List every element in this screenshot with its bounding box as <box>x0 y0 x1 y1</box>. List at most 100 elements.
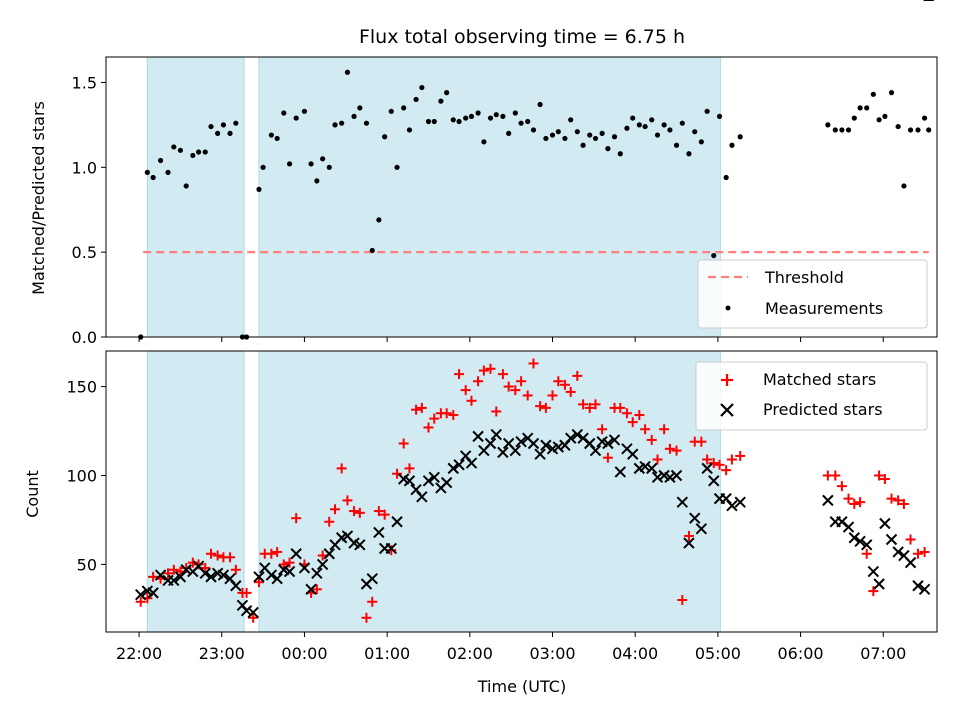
measurement-point <box>729 142 735 148</box>
bottom-shaded-span <box>146 350 245 633</box>
predicted-star-point <box>848 532 861 544</box>
measurement-point <box>857 105 863 111</box>
measurement-point <box>268 132 274 138</box>
matched-star-point <box>454 369 465 380</box>
measurement-point <box>357 105 363 111</box>
matched-star-point <box>266 548 277 559</box>
matched-star-point <box>497 369 508 380</box>
x-tick-label: 01:00 <box>364 644 410 663</box>
measurement-point <box>537 101 543 108</box>
predicted-star-point <box>391 516 403 528</box>
measurement-point <box>301 108 308 114</box>
measurement-point <box>202 149 208 155</box>
top-y-tick-label: 0.0 <box>72 328 97 347</box>
matched-star-point <box>702 454 713 465</box>
measurement-point <box>876 117 882 123</box>
matched-star-point <box>893 495 904 506</box>
predicted-star-point <box>316 558 329 571</box>
matched-star-point <box>535 401 546 412</box>
measurement-point <box>587 132 593 138</box>
measurement-point <box>456 118 462 125</box>
measurement-point <box>487 115 494 121</box>
matched-star-point <box>898 498 909 509</box>
predicted-star-point <box>484 437 497 450</box>
predicted-star-point <box>465 457 478 469</box>
matched-star-point <box>379 509 390 520</box>
top-y-axis-label: Matched/Predicted stars <box>29 101 48 295</box>
bottom-frame <box>105 350 938 633</box>
measurement-point <box>737 134 743 140</box>
measurement-point <box>239 334 246 340</box>
measurement-point <box>574 129 580 135</box>
matched-star-point <box>714 459 725 470</box>
measurement-point <box>401 105 407 111</box>
predicted-star-point <box>664 471 676 483</box>
matched-star-point <box>460 385 471 396</box>
matched-star-point <box>386 545 397 556</box>
top-shaded-span <box>146 56 245 338</box>
matched-star-point <box>373 506 384 517</box>
measurement-point <box>413 96 419 103</box>
measurement-point <box>832 127 838 133</box>
measurement-point <box>649 117 655 123</box>
legend-threshold-label: Threshold <box>764 268 844 287</box>
predicted-star-point <box>608 434 621 446</box>
measurement-point <box>839 127 845 133</box>
measurement-point <box>438 98 444 104</box>
predicted-star-point <box>534 448 546 460</box>
matched-star-point <box>135 596 146 607</box>
predicted-star-point <box>271 572 283 585</box>
bottom-y-axis-label: Count <box>23 470 42 518</box>
legend-matched-marker <box>721 374 733 386</box>
predicted-star-point <box>892 546 904 558</box>
predicted-star-point <box>385 542 397 555</box>
measurement-point <box>227 130 233 136</box>
matched-star-point <box>886 493 897 504</box>
measurement-point <box>611 134 618 140</box>
measurement-point <box>851 115 857 121</box>
matched-star-point <box>349 506 360 517</box>
measurement-point <box>215 130 221 136</box>
top-y-tick-label: 1.5 <box>72 73 97 92</box>
measurement-point <box>580 142 586 148</box>
measurement-point <box>624 125 630 131</box>
top-panel: 0.0 0.5 1.0 1.5 <box>72 56 938 347</box>
top-legend-box <box>697 259 928 329</box>
matched-star-point <box>522 390 533 401</box>
predicted-star-point <box>701 462 713 475</box>
measurement-point <box>605 146 611 152</box>
matched-star-point <box>503 381 514 392</box>
measurement-point <box>256 186 262 192</box>
predicted-star-point <box>726 500 738 512</box>
predicted-star-point <box>540 439 552 451</box>
matched-star-point <box>735 450 746 461</box>
matched-star-point <box>336 463 347 474</box>
measurement-point <box>636 122 642 128</box>
predicted-star-point <box>323 548 335 560</box>
matched-star-point <box>671 445 682 456</box>
predicted-star-point <box>861 539 873 551</box>
matched-star-point <box>278 559 289 570</box>
measurement-point <box>723 174 729 181</box>
matched-star-point <box>516 376 527 387</box>
measurement-point <box>293 115 299 121</box>
measurement-point <box>481 139 487 145</box>
measurement-point <box>530 127 537 133</box>
predicted-star-point <box>708 475 720 487</box>
measurement-point <box>150 174 156 181</box>
measurement-point <box>190 152 196 159</box>
bottom-y-tick-label: 50 <box>77 555 97 574</box>
measurement-point <box>686 151 692 157</box>
predicted-star-point <box>354 539 366 551</box>
measurement-point <box>870 91 876 97</box>
measurement-point <box>915 127 921 133</box>
matched-star-point <box>553 376 564 387</box>
measurement-point <box>901 183 907 189</box>
measurement-point <box>825 122 831 128</box>
legend-matched-label: Matched stars <box>763 370 876 389</box>
predicted-star-point <box>627 448 639 460</box>
predicted-star-point <box>428 471 440 483</box>
predicted-star-point <box>676 496 689 508</box>
measurement-point <box>406 127 413 133</box>
matched-star-point <box>429 413 440 424</box>
